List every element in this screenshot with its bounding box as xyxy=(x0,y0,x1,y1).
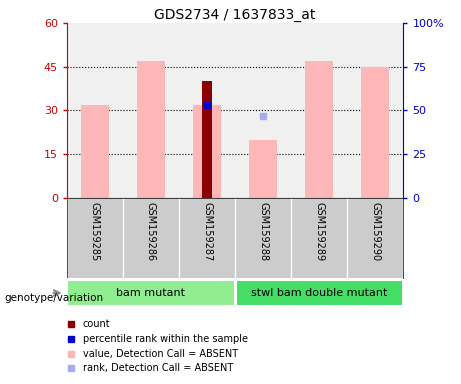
FancyBboxPatch shape xyxy=(236,280,403,306)
Text: bam mutant: bam mutant xyxy=(117,288,185,298)
Bar xyxy=(249,139,277,198)
Text: value, Detection Call = ABSENT: value, Detection Call = ABSENT xyxy=(83,349,238,359)
Text: stwl bam double mutant: stwl bam double mutant xyxy=(251,288,387,298)
Text: GSM159286: GSM159286 xyxy=(146,202,156,261)
Text: GSM159287: GSM159287 xyxy=(202,202,212,261)
Text: GSM159289: GSM159289 xyxy=(314,202,324,261)
Bar xyxy=(305,61,333,198)
FancyBboxPatch shape xyxy=(67,280,235,306)
Text: count: count xyxy=(83,319,111,329)
Text: percentile rank within the sample: percentile rank within the sample xyxy=(83,334,248,344)
Bar xyxy=(361,67,390,198)
Bar xyxy=(137,61,165,198)
Text: rank, Detection Call = ABSENT: rank, Detection Call = ABSENT xyxy=(83,363,233,373)
Text: genotype/variation: genotype/variation xyxy=(5,293,104,303)
Bar xyxy=(202,81,212,198)
Bar xyxy=(81,104,109,198)
Title: GDS2734 / 1637833_at: GDS2734 / 1637833_at xyxy=(154,8,316,22)
Text: GSM159288: GSM159288 xyxy=(258,202,268,261)
Bar xyxy=(193,104,221,198)
Text: GSM159290: GSM159290 xyxy=(370,202,380,261)
Text: GSM159285: GSM159285 xyxy=(90,202,100,261)
